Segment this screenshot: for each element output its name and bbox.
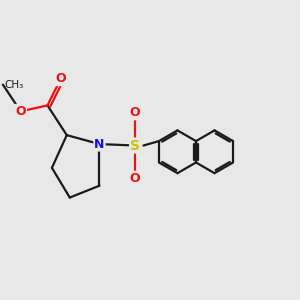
Text: N: N [94,138,105,151]
Text: O: O [130,172,140,185]
Text: O: O [56,72,66,85]
Text: S: S [130,139,140,152]
Text: O: O [130,106,140,119]
Text: O: O [15,105,26,118]
Text: CH₃: CH₃ [4,80,24,90]
